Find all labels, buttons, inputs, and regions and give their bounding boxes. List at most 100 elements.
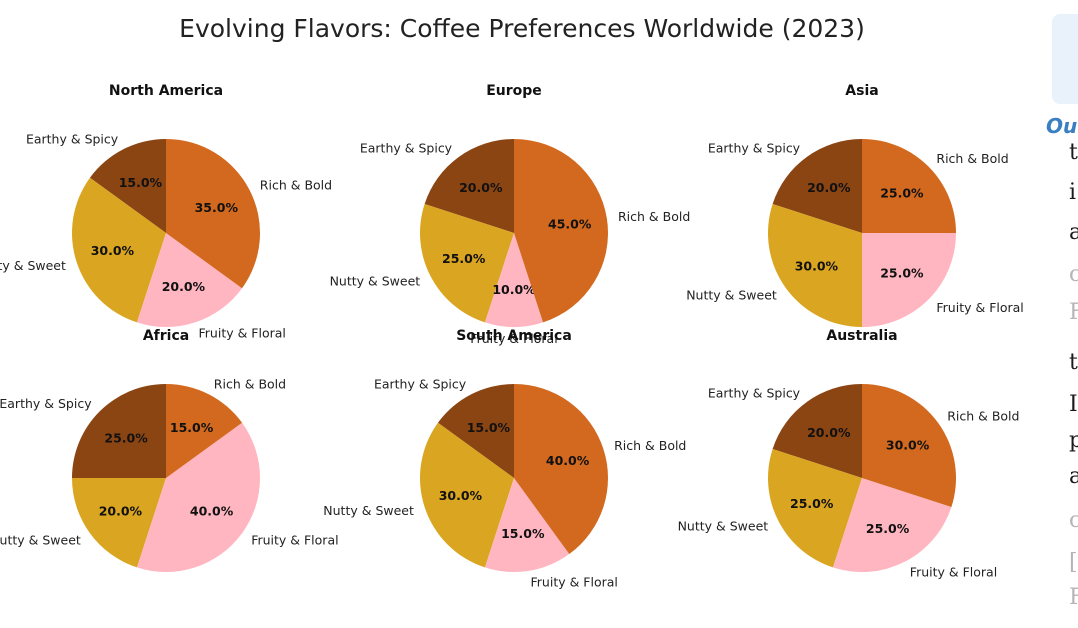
pie-category-label: Fruity & Floral [936, 300, 1023, 315]
pie-slice-fruity-floral [862, 233, 956, 327]
pie-category-label: Fruity & Floral [470, 331, 557, 346]
pie-slice-rich-bold [514, 384, 609, 555]
pie-chart-australia: Australia 20.0% Earthy & Spicy 25.0% Nutty &… [678, 328, 1020, 579]
pie-chart-south-america: South America 15.0% Earthy & Spicy 30.0% Nut… [323, 328, 686, 590]
side-panel-line: t [1069, 140, 1078, 165]
pie-chart-europe: Europe 20.0% Earthy & Spicy 25.0% Nutty & Sw… [330, 83, 691, 346]
pie-category-label: Nutty & Sweet [330, 273, 421, 288]
pie-slice-earthy-spicy [89, 139, 166, 233]
pie-pct-label: 10.0% [492, 282, 536, 297]
pie-chart-north-america: North America 15.0% Earthy & Spicy 30.0% Nut… [0, 83, 332, 341]
side-panel-heading: Ou [1046, 114, 1078, 138]
pie-category-label: Earthy & Spicy [374, 377, 467, 392]
pie-pct-label: 15.0% [119, 175, 163, 190]
side-panel-line: c [1069, 262, 1078, 287]
pie-slice-rich-bold [514, 139, 609, 323]
pie-title: Australia [826, 328, 897, 344]
pie-pct-label: 25.0% [866, 521, 910, 536]
pie-pct-label: 30.0% [886, 437, 930, 452]
pie-pct-label: 15.0% [501, 526, 545, 541]
side-panel-line: a [1069, 220, 1078, 245]
side-panel-line: I [1069, 392, 1078, 417]
pie-pct-label: 15.0% [170, 420, 214, 435]
side-panel-line: F [1069, 300, 1078, 325]
pie-pct-label: 25.0% [790, 496, 834, 511]
side-panel-line: c [1069, 508, 1078, 533]
pie-category-label: Rich & Bold [618, 209, 690, 224]
pie-pct-label: 45.0% [548, 217, 592, 232]
pie-title: Europe [486, 83, 542, 99]
pie-slice-earthy-spicy [772, 139, 862, 233]
pie-slice-earthy-spicy [72, 384, 166, 478]
pie-category-label: Earthy & Spicy [360, 140, 453, 155]
pie-slice-fruity-floral [136, 233, 243, 328]
pie-pct-label: 20.0% [459, 180, 503, 195]
pie-category-label: Rich & Bold [936, 151, 1008, 166]
pie-pct-label: 20.0% [99, 504, 143, 519]
pie-category-label: Earthy & Spicy [708, 385, 801, 400]
pie-slice-nutty-sweet [72, 478, 166, 568]
pie-slice-earthy-spicy [772, 383, 862, 478]
pie-category-label: Rich & Bold [260, 178, 332, 193]
pie-title: Africa [143, 328, 189, 344]
pie-charts-svg: Evolving Flavors: Coffee Preferences Wor… [0, 14, 1024, 590]
pie-pct-label: 35.0% [195, 200, 239, 215]
pie-slice-rich-bold [166, 139, 261, 289]
side-panel-line: t [1069, 350, 1078, 375]
pie-pct-label: 20.0% [162, 279, 206, 294]
pie-category-label: Rich & Bold [947, 409, 1019, 424]
pie-pct-label: 30.0% [439, 488, 483, 503]
pie-category-label: Nutty & Sweet [678, 518, 769, 533]
pie-category-label: Earthy & Spicy [0, 396, 92, 411]
pie-slice-nutty-sweet [419, 422, 514, 568]
pie-pct-label: 25.0% [880, 265, 924, 280]
side-panel-line: F [1069, 585, 1078, 610]
pie-category-label: Nutty & Sweet [0, 532, 81, 547]
pie-title: Asia [845, 83, 878, 99]
pie-pct-label: 40.0% [190, 504, 234, 519]
pie-slice-nutty-sweet [71, 177, 166, 323]
pie-slice-nutty-sweet [767, 448, 862, 568]
pie-slice-nutty-sweet [767, 203, 862, 327]
pie-chart-asia: Asia 20.0% Earthy & Spicy 30.0% Nutty & Swee… [686, 83, 1024, 327]
pie-category-label: Fruity & Floral [910, 564, 997, 579]
pie-category-label: Rich & Bold [614, 438, 686, 453]
pie-slice-fruity-floral [136, 422, 261, 573]
pie-slice-rich-bold [166, 384, 243, 478]
pie-pct-label: 40.0% [546, 453, 590, 468]
pie-pct-label: 30.0% [91, 243, 135, 258]
pie-slice-earthy-spicy [437, 383, 514, 478]
pie-pct-label: 20.0% [807, 180, 851, 195]
side-panel-line: p [1069, 428, 1078, 453]
side-panel-line: a [1069, 464, 1078, 489]
pie-slice-rich-bold [862, 139, 956, 233]
pie-category-label: Rich & Bold [214, 377, 286, 392]
pie-pct-label: 25.0% [442, 251, 486, 266]
pie-category-label: Nutty & Sweet [323, 503, 414, 518]
pie-category-label: Nutty & Sweet [0, 258, 66, 273]
pie-pct-label: 20.0% [807, 425, 851, 440]
pie-slice-fruity-floral [484, 233, 544, 328]
pie-slice-rich-bold [862, 384, 957, 508]
figure-title: Evolving Flavors: Coffee Preferences Wor… [179, 14, 865, 43]
pie-category-label: Fruity & Floral [251, 532, 338, 547]
side-panel-box [1052, 14, 1078, 104]
pie-title: South America [456, 328, 572, 344]
pie-category-label: Earthy & Spicy [708, 140, 801, 155]
pie-pct-label: 25.0% [104, 431, 148, 446]
pie-title: North America [109, 83, 223, 99]
side-panel-line: [ [1069, 550, 1078, 575]
pie-slice-nutty-sweet [419, 203, 514, 323]
pie-category-label: Fruity & Floral [531, 575, 618, 590]
pie-slice-fruity-floral [484, 478, 570, 573]
pie-category-label: Earthy & Spicy [26, 132, 119, 147]
side-panel-line: i [1069, 180, 1077, 205]
chart-figure: Evolving Flavors: Coffee Preferences Wor… [0, 14, 1024, 590]
pie-chart-africa: Africa 25.0% Earthy & Spicy 20.0% Nutty & Sw… [0, 328, 339, 573]
pie-slice-earthy-spicy [424, 139, 514, 233]
pie-pct-label: 30.0% [795, 259, 839, 274]
pie-pct-label: 15.0% [467, 420, 511, 435]
pie-pct-label: 25.0% [880, 186, 924, 201]
pie-category-label: Fruity & Floral [199, 326, 286, 341]
